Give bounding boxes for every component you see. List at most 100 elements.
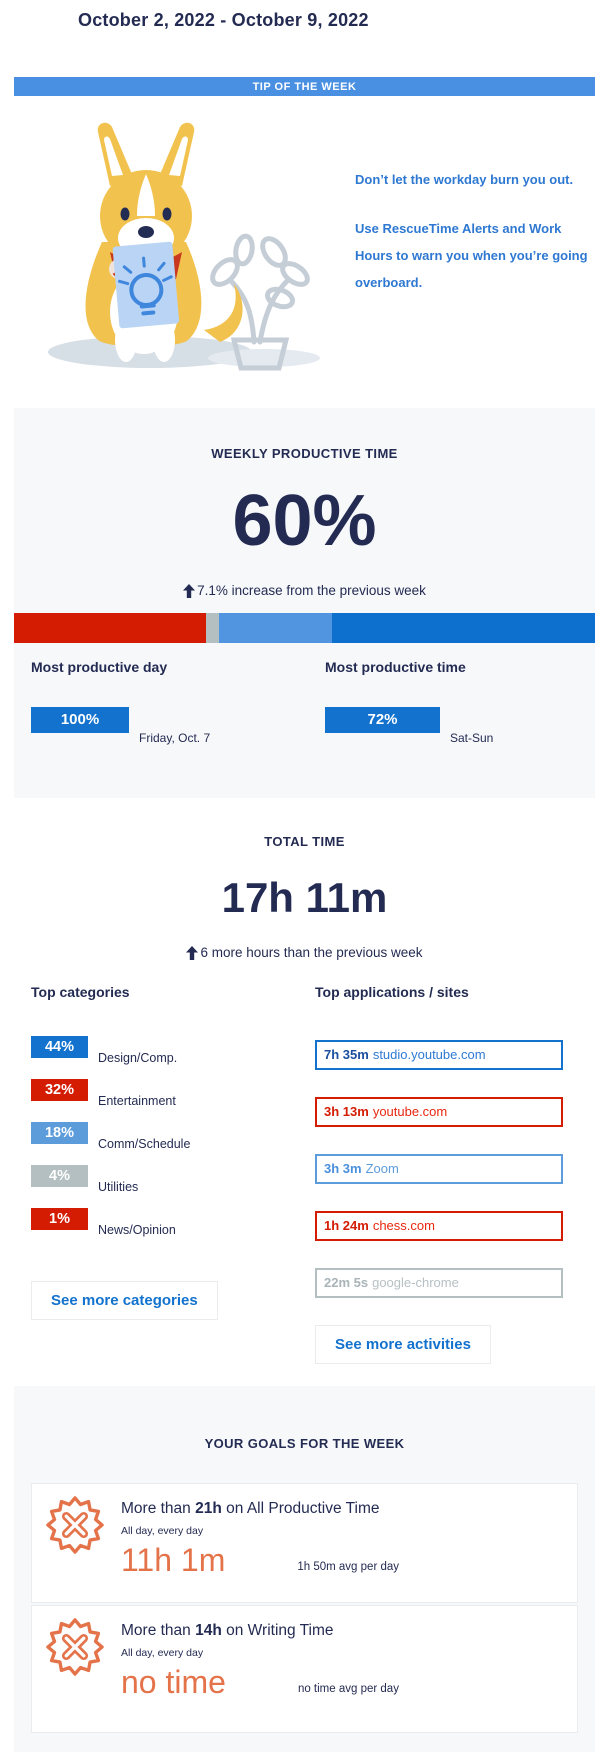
arrow-up-icon	[183, 583, 196, 598]
tip-banner: TIP OF THE WEEK	[14, 77, 595, 96]
goal-missed-badge-icon	[46, 1618, 104, 1676]
most-productive-day-value: 100%	[31, 707, 129, 733]
most-productive-time-value: 72%	[325, 707, 440, 733]
total-change-text: 6 more hours than the previous week	[200, 945, 423, 960]
lightbulb-note	[112, 241, 180, 329]
category-label: Comm/Schedule	[98, 1137, 191, 1151]
category-item: 4% Utilities	[31, 1165, 315, 1194]
goal-cards: More than 21h on All Productive Time All…	[31, 1483, 578, 1733]
breakdown-columns: Top categories 44% Design/Comp. 32% Ente…	[14, 984, 595, 1364]
weekly-productive-section: WEEKLY PRODUCTIVE TIME 60% 7.1% increase…	[14, 408, 595, 798]
application-time: 1h 24m	[324, 1218, 369, 1233]
goal-title-target: 14h	[195, 1622, 222, 1639]
bar-segment-neutral	[205, 613, 219, 643]
category-pct-badge: 44%	[31, 1036, 88, 1058]
goal-body: More than 21h on All Productive Time All…	[121, 1496, 563, 1586]
see-more-activities-button[interactable]: See more activities	[315, 1325, 491, 1364]
productive-change-line: 7.1% increase from the previous week	[14, 583, 595, 598]
bar-segment-productive	[218, 613, 333, 643]
top-categories-title: Top categories	[31, 984, 130, 1000]
goal-average-text: no time avg per day	[297, 1683, 399, 1696]
category-pct-badge: 18%	[31, 1122, 88, 1144]
application-name: Zoom	[365, 1161, 399, 1176]
weekly-report-email: October 2, 2022 - October 9, 2022 TIP OF…	[0, 10, 609, 1752]
category-label: Utilities	[98, 1180, 139, 1194]
goal-missed-badge-icon	[46, 1496, 104, 1554]
goal-title-target: 21h	[195, 1500, 222, 1517]
category-label: Design/Comp.	[98, 1051, 178, 1065]
category-pct-badge: 4%	[31, 1165, 88, 1187]
goal-actual-value: 11h 1m	[121, 1542, 226, 1578]
goal-card: More than 14h on Writing Time All day, e…	[31, 1605, 578, 1733]
goal-title-prefix: More than	[121, 1622, 196, 1639]
application-item: 3h 13m youtube.com	[315, 1097, 563, 1127]
application-name: chess.com	[372, 1218, 435, 1233]
arrow-up-icon	[186, 945, 199, 960]
category-pct-badge: 32%	[31, 1079, 88, 1101]
category-label: News/Opinion	[98, 1223, 176, 1237]
weekly-productive-title: WEEKLY PRODUCTIVE TIME	[211, 446, 398, 461]
application-item: 3h 3m Zoom	[315, 1154, 563, 1184]
total-time-title: TOTAL TIME	[264, 834, 345, 849]
page-title: October 2, 2022 - October 9, 2022	[78, 10, 369, 30]
tip-line-2: Use RescueTime Alerts and Work Hours to …	[355, 221, 588, 290]
application-time: 22m 5s	[324, 1275, 369, 1290]
corgi-with-lightbulb-note-illustration	[48, 122, 320, 371]
total-time-section: TOTAL TIME 17h 11m 6 more hours than the…	[14, 798, 595, 1386]
category-item: 32% Entertainment	[31, 1079, 315, 1108]
tip-banner-label: TIP OF THE WEEK	[252, 81, 357, 93]
application-name: studio.youtube.com	[372, 1047, 486, 1062]
most-productive-day-label: Most productive day	[31, 659, 168, 675]
bar-segment-very-distracting	[14, 613, 206, 643]
goal-result-row: no time no time avg per day	[121, 1664, 563, 1700]
goal-card: More than 21h on All Productive Time All…	[31, 1483, 578, 1603]
category-item: 1% News/Opinion	[31, 1208, 315, 1237]
total-time-value: 17h 11m	[221, 874, 388, 921]
goal-title: More than 14h on Writing Time	[121, 1622, 563, 1640]
category-pct-badge: 1%	[31, 1208, 88, 1230]
top-categories-column: Top categories 44% Design/Comp. 32% Ente…	[31, 984, 315, 1364]
application-name: google-chrome	[372, 1275, 459, 1290]
application-item: 1h 24m chess.com	[315, 1211, 563, 1241]
application-list: 7h 35m studio.youtube.com 3h 13m youtube.c…	[315, 1040, 578, 1298]
category-item: 18% Comm/Schedule	[31, 1122, 315, 1151]
most-productive-time-label: Most productive time	[325, 659, 466, 675]
most-productive-time-row: 72% Sat-Sun	[325, 707, 578, 745]
bar-segment-very-productive	[332, 613, 595, 643]
application-time: 7h 35m	[324, 1047, 369, 1062]
weekly-productive-value: 60%	[232, 481, 377, 561]
goal-title-prefix: More than	[121, 1500, 196, 1517]
goal-average-text: 1h 50m avg per day	[297, 1561, 400, 1574]
tip-text: Don’t let the workday burn you out. Use …	[355, 166, 589, 296]
goals-title: YOUR GOALS FOR THE WEEK	[204, 1436, 405, 1451]
application-time: 3h 13m	[324, 1104, 369, 1119]
application-name: youtube.com	[372, 1104, 448, 1119]
tip-section: Don’t let the workday burn you out. Use …	[0, 96, 609, 408]
total-change-line: 6 more hours than the previous week	[14, 945, 595, 960]
goals-section: YOUR GOALS FOR THE WEEK More than 21h on…	[14, 1386, 595, 1752]
productive-change-text: 7.1% increase from the previous week	[197, 583, 426, 598]
most-productive-day-detail: Friday, Oct. 7	[139, 731, 211, 745]
category-item: 44% Design/Comp.	[31, 1036, 315, 1065]
most-productive-grid: Most productive day Most productive time…	[14, 643, 595, 745]
application-item: 22m 5s google-chrome	[315, 1268, 563, 1298]
goal-schedule: All day, every day	[121, 1525, 204, 1537]
top-applications-column: Top applications / sites 7h 35m studio.yo…	[315, 984, 578, 1364]
goal-actual-value: no time	[121, 1664, 226, 1700]
goal-body: More than 14h on Writing Time All day, e…	[121, 1618, 563, 1716]
goal-title: More than 21h on All Productive Time	[121, 1500, 563, 1518]
goal-result-row: 11h 1m 1h 50m avg per day	[121, 1542, 563, 1578]
productivity-pulse-bar	[14, 613, 595, 643]
goal-title-suffix: on Writing Time	[221, 1622, 334, 1639]
category-label: Entertainment	[98, 1094, 176, 1108]
goal-title-suffix: on All Productive Time	[221, 1500, 380, 1517]
tip-line-1: Don’t let the workday burn you out.	[355, 172, 574, 187]
most-productive-day-row: 100% Friday, Oct. 7	[31, 707, 325, 745]
see-more-categories-button[interactable]: See more categories	[31, 1281, 218, 1320]
top-applications-title: Top applications / sites	[315, 984, 469, 1000]
application-time: 3h 3m	[324, 1161, 362, 1176]
most-productive-time-detail: Sat-Sun	[450, 731, 494, 745]
goal-schedule: All day, every day	[121, 1647, 204, 1659]
application-item: 7h 35m studio.youtube.com	[315, 1040, 563, 1070]
category-list: 44% Design/Comp. 32% Entertainment 18% C…	[31, 1036, 315, 1237]
